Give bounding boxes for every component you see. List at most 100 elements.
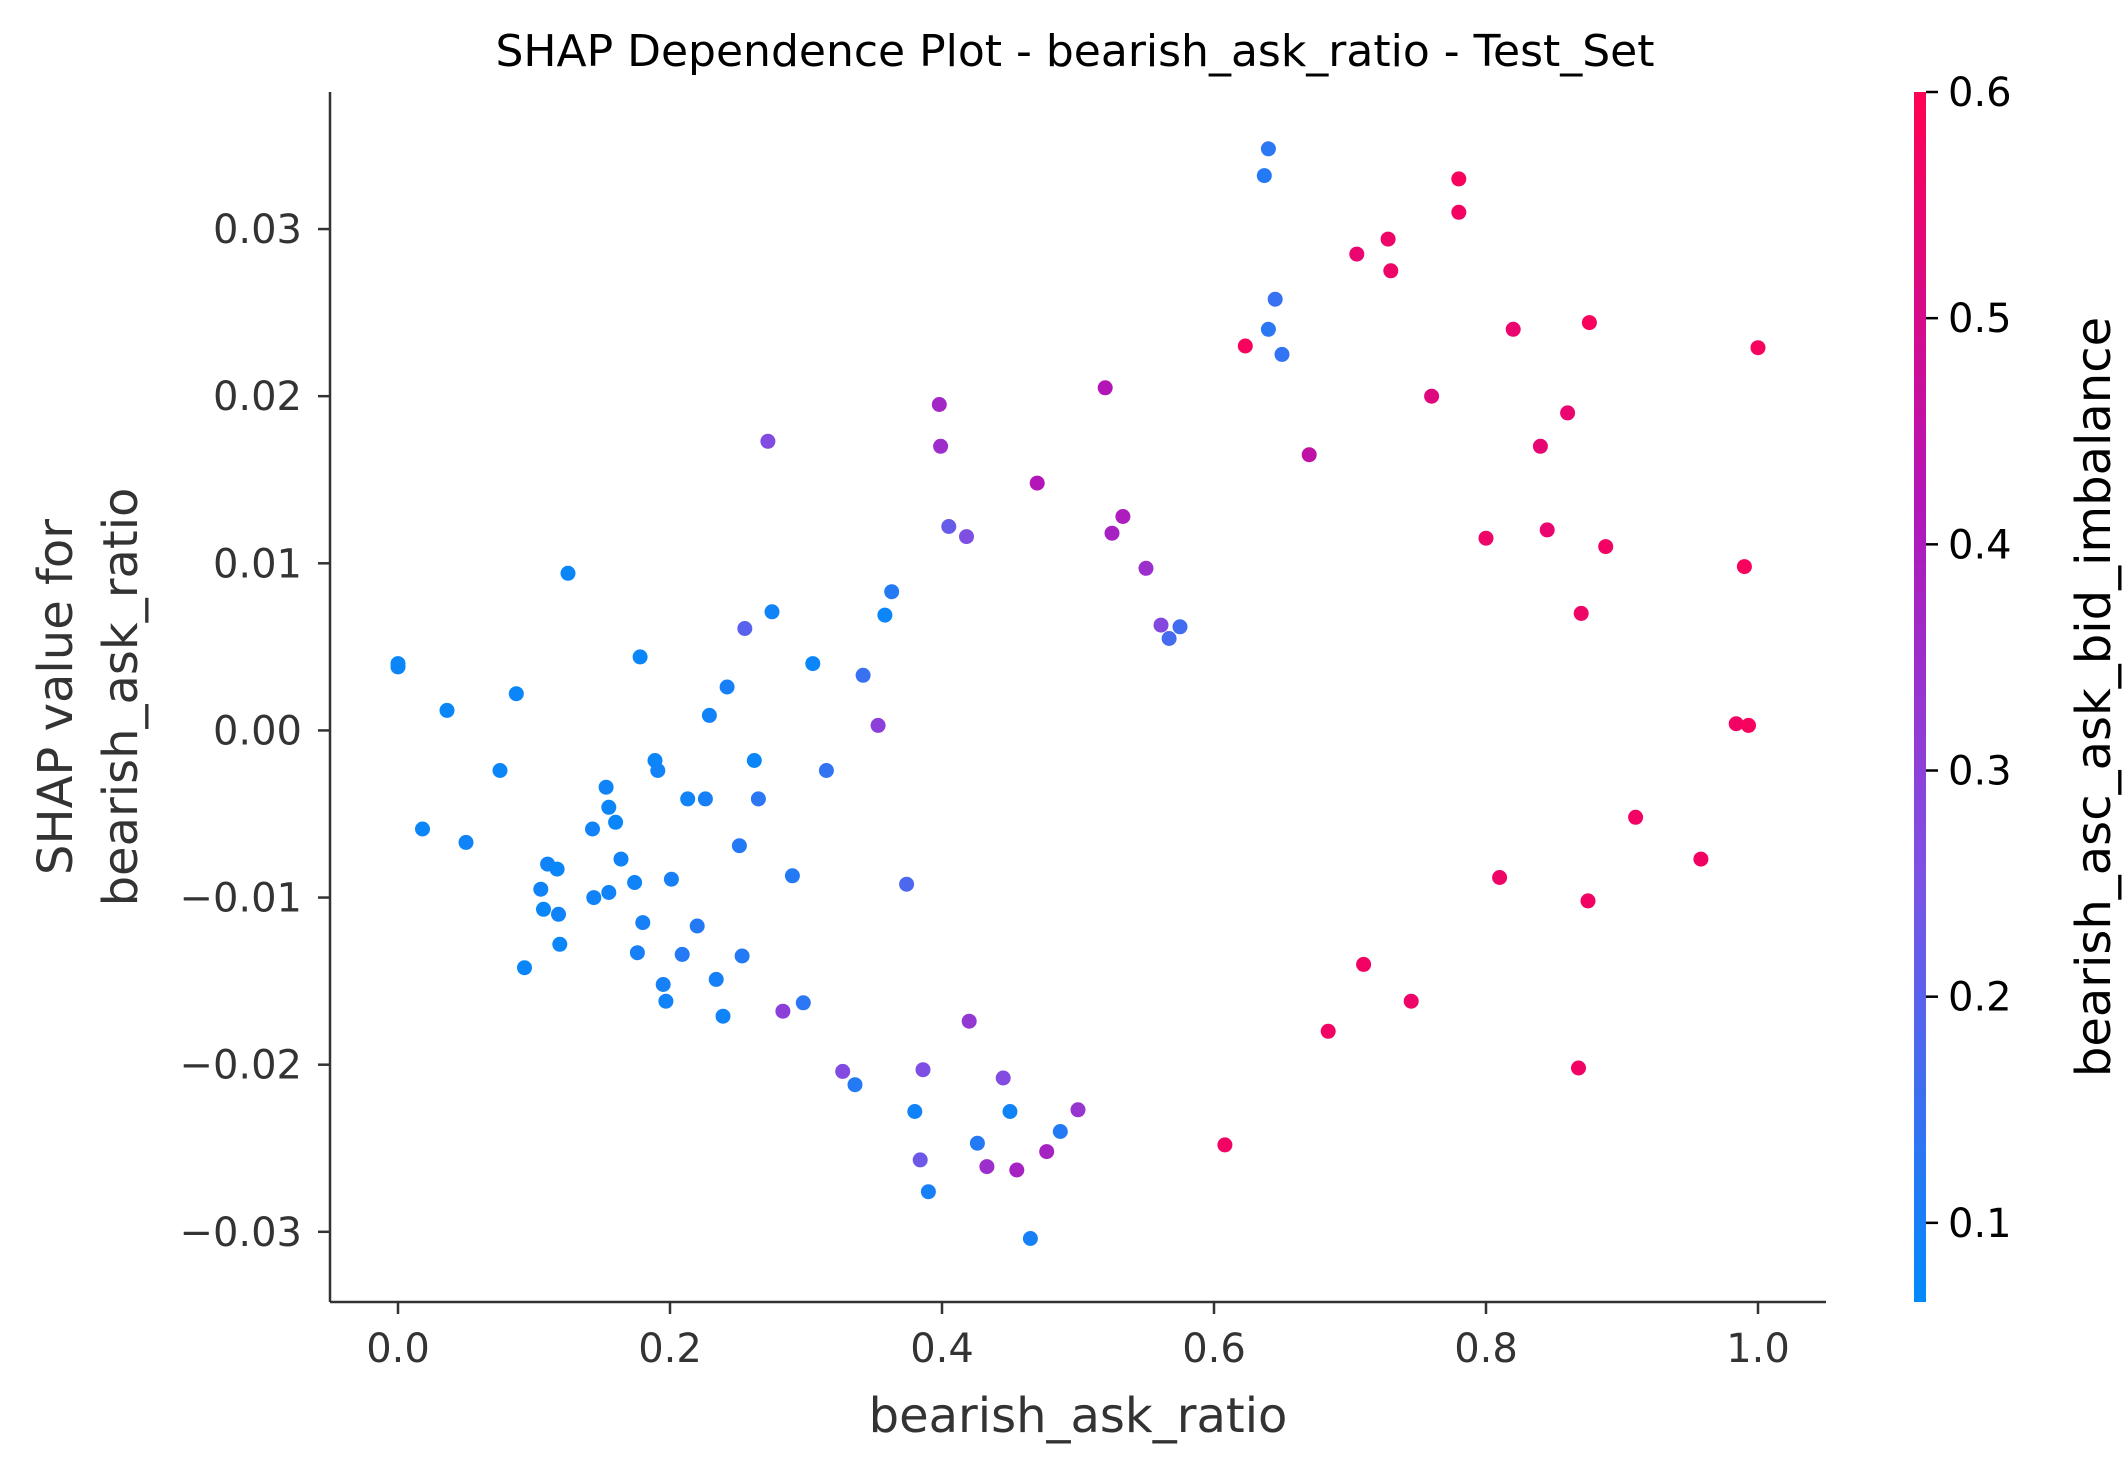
data-point — [1301, 447, 1317, 463]
data-point — [390, 656, 406, 672]
data-point — [1349, 246, 1365, 262]
chart-title: SHAP Dependence Plot - bearish_ask_ratio… — [495, 26, 1654, 77]
data-point — [1424, 388, 1440, 404]
data-point — [1580, 893, 1596, 909]
data-point — [1267, 291, 1283, 307]
data-point — [1505, 321, 1521, 337]
data-point — [415, 821, 430, 837]
x-tick-label: 0.4 — [910, 1326, 974, 1372]
data-point — [533, 881, 549, 897]
data-point — [719, 679, 735, 695]
colorbar-tick-label: 0.1 — [1948, 1201, 2012, 1247]
data-point — [847, 1077, 863, 1093]
data-point — [1478, 530, 1494, 546]
data-point — [708, 971, 724, 987]
data-point — [1628, 809, 1644, 825]
data-point — [931, 397, 947, 412]
colorbar-tick-label: 0.5 — [1948, 296, 2012, 342]
data-point — [598, 779, 614, 795]
data-point — [805, 656, 821, 672]
data-point — [1750, 340, 1766, 356]
data-point — [508, 686, 524, 702]
data-point — [650, 763, 666, 778]
data-point — [1560, 405, 1576, 421]
colorbar-tick-label: 0.6 — [1948, 70, 2012, 116]
data-point — [995, 1070, 1011, 1086]
data-point — [608, 814, 624, 830]
data-point — [658, 993, 674, 1009]
data-point — [1356, 956, 1372, 972]
data-point — [941, 519, 957, 534]
data-point — [884, 584, 900, 600]
data-point — [899, 876, 915, 892]
data-point — [655, 977, 671, 992]
data-point — [1532, 438, 1548, 454]
data-point — [1009, 1162, 1025, 1178]
data-point — [601, 799, 617, 815]
colorbar-tick-label: 0.2 — [1948, 975, 2012, 1021]
data-point — [1104, 525, 1120, 541]
y-tick-label: 0.02 — [213, 374, 302, 420]
x-tick-label: 0.6 — [1182, 1326, 1246, 1372]
y-tick-label: −0.02 — [179, 1043, 302, 1089]
data-point — [1451, 171, 1467, 187]
data-point — [1598, 539, 1614, 555]
y-tick-label: −0.03 — [179, 1210, 302, 1256]
y-axis-label-line-1: SHAP value for — [28, 519, 84, 875]
data-point — [907, 1104, 923, 1119]
data-point — [1052, 1124, 1068, 1139]
data-point — [1256, 168, 1272, 184]
data-point — [877, 607, 893, 623]
colorbar-tick-label: 0.3 — [1948, 749, 2012, 795]
data-point — [1451, 204, 1467, 220]
y-tick-label: 0.01 — [213, 541, 302, 587]
data-point — [1161, 631, 1177, 646]
data-point — [1153, 617, 1169, 633]
data-point — [1029, 475, 1045, 491]
y-tick-label: −0.01 — [179, 876, 302, 922]
data-point — [961, 1013, 977, 1029]
data-point — [912, 1152, 928, 1168]
data-point — [697, 791, 713, 807]
data-point — [601, 885, 617, 900]
data-point — [1741, 717, 1756, 733]
colorbar-tick-label: 0.4 — [1948, 522, 2012, 568]
data-point — [1260, 141, 1276, 157]
data-point — [760, 433, 776, 449]
y-tick-label: 0.03 — [213, 207, 302, 253]
data-point — [560, 565, 576, 581]
data-point — [689, 918, 705, 934]
data-point — [1115, 509, 1131, 524]
colorbar-label: bearish_asc_ask_bid_imbalance — [2066, 317, 2122, 1077]
x-tick-label: 0.8 — [1454, 1326, 1518, 1372]
data-point — [701, 707, 717, 723]
data-point — [1728, 716, 1744, 732]
data-point — [552, 936, 568, 952]
data-point — [1380, 231, 1396, 247]
data-point — [629, 945, 645, 961]
data-point — [551, 906, 566, 922]
data-point — [1274, 346, 1290, 362]
x-tick-label: 1.0 — [1726, 1326, 1790, 1372]
data-point — [734, 948, 750, 964]
data-point — [1217, 1137, 1233, 1153]
data-point — [1736, 559, 1752, 575]
data-point — [915, 1062, 931, 1078]
x-tick-label: 0.2 — [638, 1326, 702, 1372]
x-tick-label: 0.0 — [366, 1326, 430, 1372]
data-point — [870, 717, 886, 733]
data-point — [1539, 522, 1555, 538]
data-point — [818, 763, 834, 778]
data-point — [680, 791, 696, 807]
data-point — [959, 529, 974, 545]
data-point — [737, 621, 753, 636]
colorbar — [1914, 92, 1926, 1302]
data-point — [1383, 263, 1399, 279]
data-point — [586, 890, 602, 906]
data-point — [458, 834, 474, 850]
data-point — [549, 861, 565, 877]
data-point — [1320, 1023, 1336, 1039]
data-point — [775, 1003, 791, 1019]
data-point — [1022, 1231, 1038, 1246]
data-point — [627, 875, 643, 890]
